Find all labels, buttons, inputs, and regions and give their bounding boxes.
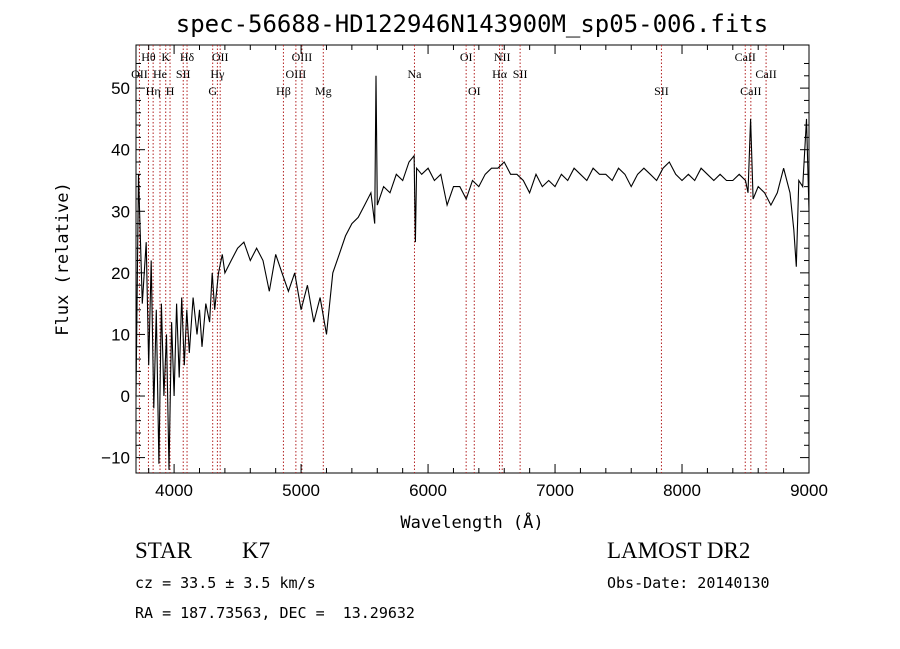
line-label: Hη <box>146 84 161 98</box>
object-class: STAR <box>135 538 192 563</box>
coordinates: RA = 187.73563, DEC = 13.29632 <box>135 604 415 622</box>
x-tick-label: 9000 <box>790 481 828 500</box>
y-tick-label: 20 <box>111 264 130 283</box>
line-label: Hβ <box>276 84 291 98</box>
line-label: OII <box>131 67 148 81</box>
line-label: CaII <box>735 50 756 64</box>
x-tick-label: 8000 <box>663 481 701 500</box>
subclass: K7 <box>242 538 271 563</box>
x-axis-label: Wavelength (Å) <box>400 511 543 533</box>
line-label: CaII <box>755 67 776 81</box>
x-tick-label: 7000 <box>536 481 574 500</box>
y-tick-label: 10 <box>111 325 130 344</box>
x-tick-label: 4000 <box>155 481 193 500</box>
line-label: OII <box>212 50 229 64</box>
y-tick-label: 50 <box>111 79 130 98</box>
redshift-value: cz = 33.5 ± 3.5 km/s <box>135 574 316 592</box>
line-label: CaII <box>740 84 761 98</box>
emission-line-markers <box>138 45 767 473</box>
y-tick-label: −10 <box>101 449 130 468</box>
spectrum-line <box>135 75 810 470</box>
line-label: Hγ <box>210 67 225 81</box>
line-label: Hδ <box>180 50 195 64</box>
line-label: Na <box>407 67 422 81</box>
x-tick-label: 6000 <box>409 481 447 500</box>
y-tick-label: 0 <box>121 387 130 406</box>
chart-title: spec-56688-HD122946N143900M_sp05-006.fit… <box>176 10 768 38</box>
line-label: SII <box>176 67 191 81</box>
y-axis-ticks: −10 0 10 20 30 40 50 <box>101 62 809 468</box>
line-label: G <box>208 84 217 98</box>
line-label: K <box>161 50 170 64</box>
x-axis-ticks: 4000 5000 6000 7000 8000 9000 <box>148 45 828 500</box>
line-label: OI <box>468 84 481 98</box>
line-label: Mg <box>315 84 332 98</box>
y-tick-label: 30 <box>111 202 130 221</box>
line-label: OIII <box>292 50 313 64</box>
survey-name: LAMOST DR2 <box>607 538 751 563</box>
line-label: NII <box>494 50 511 64</box>
y-tick-label: 40 <box>111 141 130 160</box>
x-tick-label: 5000 <box>282 481 320 500</box>
line-label: OI <box>460 50 473 64</box>
observation-date: Obs-Date: 20140130 <box>607 574 770 592</box>
line-label: OIII <box>286 67 307 81</box>
line-label: Hθ <box>141 50 156 64</box>
line-label: SII <box>654 84 669 98</box>
line-label: SII <box>513 67 528 81</box>
line-label: H <box>166 84 175 98</box>
line-label: He <box>153 67 167 81</box>
plot-frame <box>135 44 810 474</box>
line-label: Hα <box>492 67 508 81</box>
emission-line-labels: Hθ OII Hη K He H Hδ SII OII Hγ G OIII OIII Hβ Mg Na OI OI… <box>131 50 777 98</box>
y-axis-label: Flux (relative) <box>53 182 73 336</box>
